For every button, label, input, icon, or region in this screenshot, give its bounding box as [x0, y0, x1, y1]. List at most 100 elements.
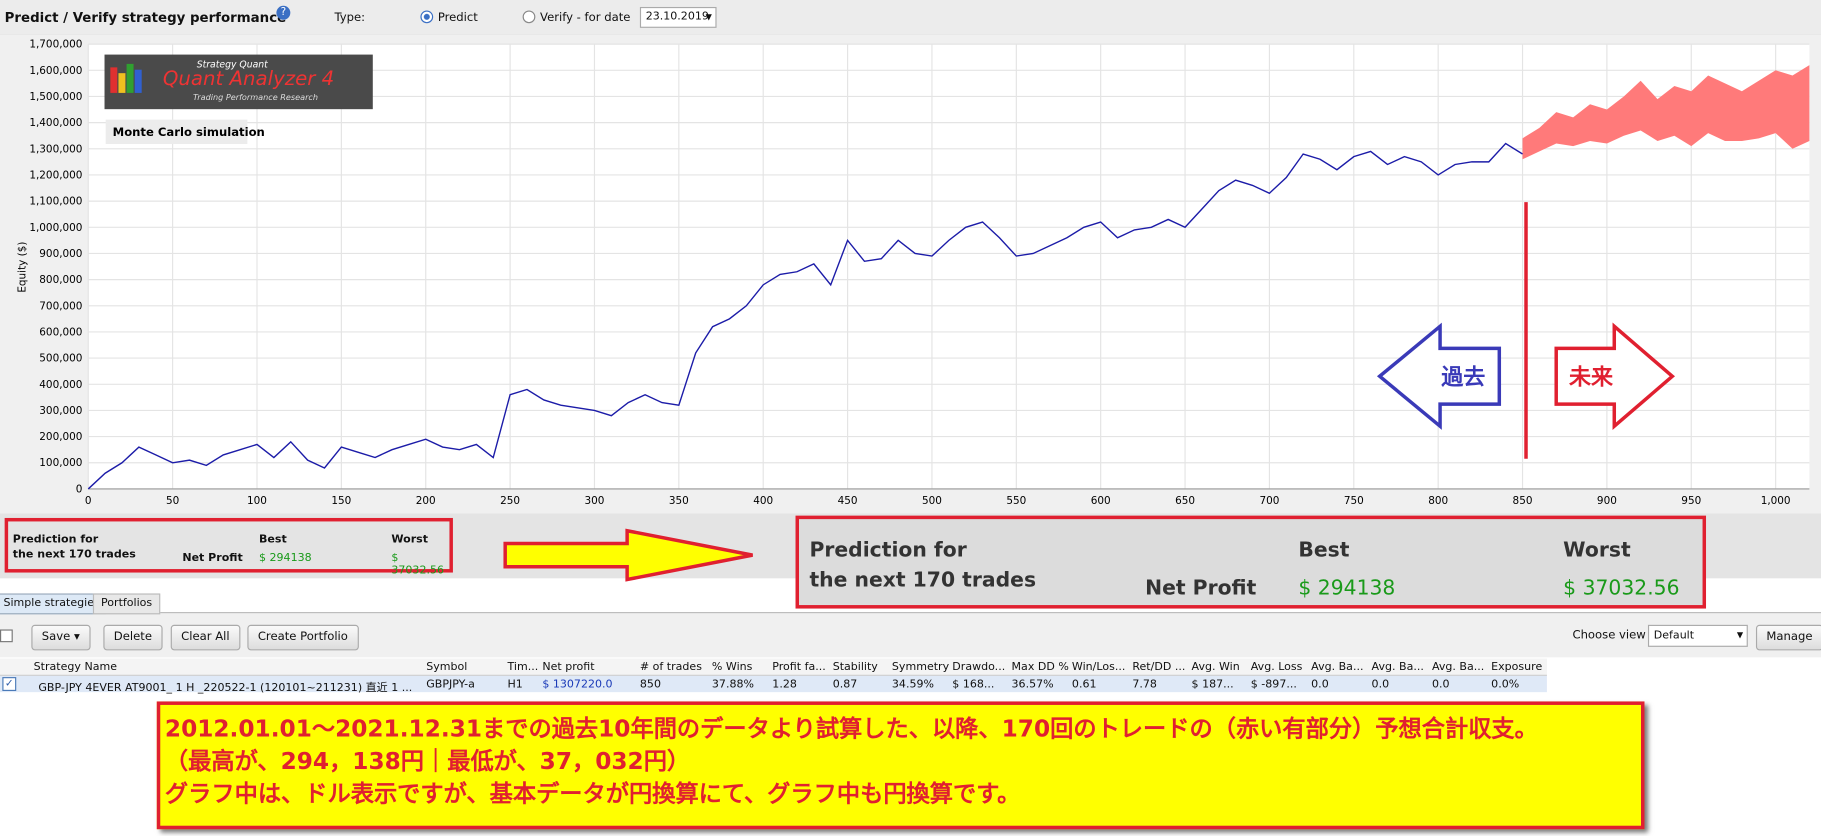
tab-active[interactable]: Simple strategies [0, 593, 106, 615]
logo-bar [118, 73, 126, 93]
column-header: Net profit [542, 660, 595, 674]
plot-area [88, 44, 1810, 489]
save-button[interactable]: Save ▾ [31, 624, 91, 651]
radio-verify[interactable] [522, 10, 536, 24]
y-tick-label: 600,000 [39, 326, 82, 338]
column-header: Win/Los... [1071, 660, 1126, 674]
y-tick-label: 1,700,000 [29, 39, 82, 51]
table-cell: 0.0 [1311, 678, 1329, 692]
save-label: Save [41, 630, 71, 644]
clear-all-button[interactable]: Clear All [170, 624, 241, 651]
y-tick-label: 1,300,000 [29, 143, 82, 155]
best-label: Best [1298, 538, 1350, 563]
worst-value: $ 37032.56 [1563, 577, 1680, 601]
logo-bar [126, 63, 134, 93]
x-tick-label: 50 [166, 495, 179, 507]
radio-predict[interactable] [420, 10, 434, 24]
delete-button[interactable]: Delete [103, 624, 163, 651]
manage-button[interactable]: Manage [1755, 624, 1821, 651]
worst-label: Worst [391, 533, 429, 546]
table-cell: GBPJPY-a [426, 678, 475, 692]
x-tick-label: 850 [1513, 495, 1533, 507]
logo-brand: Strategy Quant [197, 59, 268, 70]
annotation: Monte Carlo simulation [113, 125, 265, 139]
table-cell: $ -897... [1250, 678, 1297, 692]
x-tick-label: 200 [416, 495, 436, 507]
date-select[interactable]: 23.10.2019 ▼ [639, 6, 717, 28]
chart: 0 100,000 200,000 300,000 400,000 500,000 600,… [0, 34, 1821, 514]
table-cell: 850 [639, 678, 661, 692]
help-icon[interactable]: ? [276, 5, 291, 20]
y-tick-label: 1,400,000 [29, 117, 82, 129]
logo-product: Quant Analyzer 4 [163, 67, 334, 90]
y-tick-label: 300,000 [39, 405, 82, 417]
pointer-arrow [503, 528, 753, 582]
prediction-title: the next 170 trades [809, 569, 1037, 593]
y-tick-label: 500,000 [39, 353, 82, 365]
prediction-title: Prediction for [12, 533, 99, 546]
pointer-arrow-shape [503, 528, 753, 582]
x-tick-label: 550 [1006, 495, 1026, 507]
worst-label: Worst [1563, 538, 1631, 563]
x-tick-label: 800 [1428, 495, 1448, 507]
table-cell: $ 187... [1191, 678, 1234, 692]
logo-bar [134, 69, 142, 93]
column-header: Ret/DD ... [1132, 660, 1186, 674]
x-tick-label: 950 [1681, 495, 1701, 507]
best-value: $ 294138 [1298, 577, 1396, 601]
header-bar: Predict / Verify strategy performance ? … [0, 0, 1821, 37]
y-tick-label: 700,000 [39, 300, 82, 312]
note-line: 2012.01.01～2021.12.31までの過去10年間のデータより試算した… [164, 714, 1538, 743]
y-tick-label: 1,600,000 [29, 65, 82, 77]
future-arrow [1554, 322, 1676, 431]
logo-tagline: Trading Performance Research [193, 92, 318, 102]
table-cell: 37.88% [711, 678, 754, 692]
x-tick-label: 350 [669, 495, 689, 507]
metric-label: Net Profit [1145, 577, 1257, 601]
column-header: Profit fa... [772, 660, 826, 674]
type-label: Type: [334, 11, 366, 25]
note-box: 2012.01.01～2021.12.31までの過去10年間のデータより試算した… [156, 701, 1645, 830]
date-value: 23.10.2019 [645, 10, 709, 24]
y-axis-label: Equity ($) [17, 242, 29, 293]
select-all-checkbox[interactable] [0, 629, 13, 643]
x-tick-label: 600 [1091, 495, 1111, 507]
x-tick-label: 0 [85, 495, 92, 507]
y-tick-label: 900,000 [39, 248, 82, 260]
create-portfolio-button[interactable]: Create Portfolio [247, 624, 359, 651]
choose-view-label: Choose view [1572, 629, 1646, 643]
annotation-box [105, 119, 248, 145]
table-cell: 0.61 [1071, 678, 1097, 692]
column-header: Strategy Name [33, 660, 118, 674]
predict-label: Predict [437, 11, 478, 25]
prediction-box: Prediction for the next 170 trades Net P… [4, 517, 453, 577]
x-tick-label: 650 [1175, 495, 1195, 507]
x-tick-label: 500 [922, 495, 942, 507]
column-header: Avg. Loss [1250, 660, 1303, 674]
best-label: Best [258, 533, 287, 546]
tab[interactable]: Portfolios [92, 593, 161, 615]
view-value: Default [1653, 629, 1695, 643]
future-label: 未来 [1569, 365, 1614, 390]
x-tick-label: 150 [331, 495, 351, 507]
row-checkbox[interactable]: ✓ [2, 677, 17, 692]
logo [104, 54, 373, 110]
past-arrow [1376, 322, 1502, 430]
y-tick-label: 1,200,000 [29, 169, 82, 181]
column-header: Avg. Win [1191, 660, 1240, 674]
x-tick-label: 400 [753, 495, 773, 507]
table-cell: 0.0% [1491, 678, 1520, 692]
prediction-title: the next 170 trades [12, 548, 136, 561]
x-tick-label: 750 [1344, 495, 1364, 507]
column-header: # of trades [639, 660, 702, 674]
equity-line [87, 142, 1523, 490]
table-cell: GBP-JPY 4EVER AT9001_ 1 H _220522-1 (120… [38, 681, 413, 695]
page-title: Predict / Verify strategy performance [4, 9, 287, 26]
view-select[interactable]: Default ▼ [1647, 624, 1748, 647]
y-tick-label: 1,500,000 [29, 91, 82, 103]
column-header: Stability [832, 660, 878, 674]
table-cell: 0.0 [1371, 678, 1390, 692]
column-header: Drawdo... [952, 660, 1006, 674]
table-header [0, 658, 1547, 676]
